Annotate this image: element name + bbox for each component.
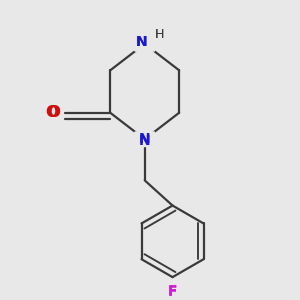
Text: N: N xyxy=(136,35,148,50)
Text: N: N xyxy=(139,132,151,146)
FancyBboxPatch shape xyxy=(134,131,155,147)
Text: O: O xyxy=(47,105,60,120)
FancyBboxPatch shape xyxy=(41,105,62,121)
Text: F: F xyxy=(168,285,177,299)
Text: N: N xyxy=(139,134,151,148)
FancyBboxPatch shape xyxy=(162,281,183,297)
FancyBboxPatch shape xyxy=(134,36,155,52)
Text: N: N xyxy=(136,35,148,50)
Text: O: O xyxy=(46,105,59,120)
Text: F: F xyxy=(168,284,177,298)
Text: H: H xyxy=(154,28,164,41)
Text: H: H xyxy=(154,28,164,41)
